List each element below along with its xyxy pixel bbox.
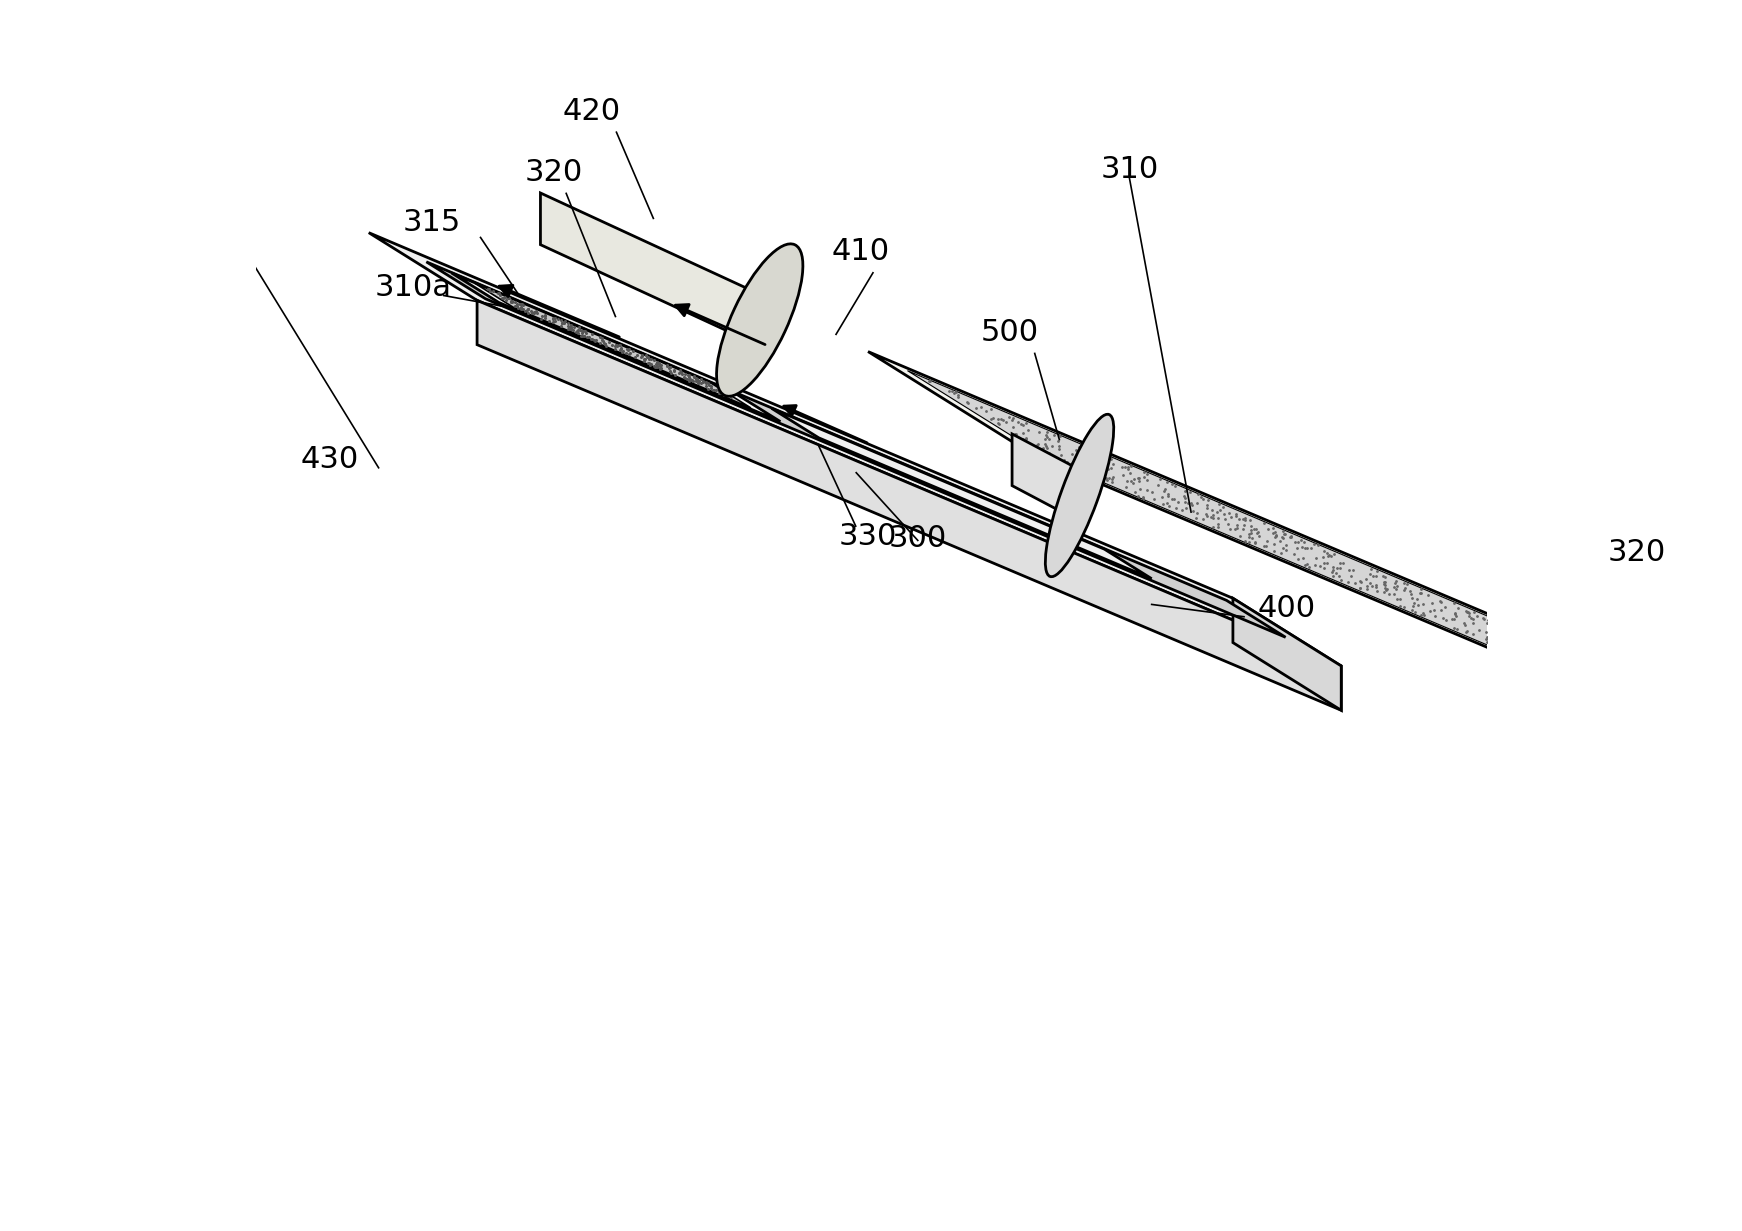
Polygon shape xyxy=(0,0,228,225)
Text: 500: 500 xyxy=(981,318,1040,347)
Text: 310a: 310a xyxy=(375,272,451,302)
Polygon shape xyxy=(540,193,760,346)
Polygon shape xyxy=(0,0,117,162)
Polygon shape xyxy=(108,0,228,20)
Polygon shape xyxy=(1233,598,1341,710)
Text: 400: 400 xyxy=(1258,593,1317,623)
Polygon shape xyxy=(0,0,195,212)
Ellipse shape xyxy=(716,244,803,396)
Text: 410: 410 xyxy=(831,238,890,266)
Text: 430: 430 xyxy=(300,444,359,474)
Text: 320: 320 xyxy=(1608,538,1665,566)
Polygon shape xyxy=(908,371,1742,821)
Text: 315: 315 xyxy=(402,208,460,238)
Polygon shape xyxy=(451,273,780,422)
Text: 330: 330 xyxy=(840,522,897,550)
Ellipse shape xyxy=(1045,415,1113,576)
Text: 300: 300 xyxy=(888,523,948,553)
Polygon shape xyxy=(108,0,195,212)
Text: 420: 420 xyxy=(563,97,620,126)
Polygon shape xyxy=(0,0,228,20)
Polygon shape xyxy=(474,283,751,407)
Polygon shape xyxy=(369,233,1341,666)
Polygon shape xyxy=(477,300,1341,710)
Polygon shape xyxy=(1012,435,1080,522)
Polygon shape xyxy=(139,0,228,225)
Polygon shape xyxy=(427,262,1286,638)
Text: 310: 310 xyxy=(1101,155,1158,185)
Polygon shape xyxy=(868,352,1742,841)
Polygon shape xyxy=(0,0,228,15)
Text: 320: 320 xyxy=(524,158,584,187)
Polygon shape xyxy=(772,409,1151,579)
